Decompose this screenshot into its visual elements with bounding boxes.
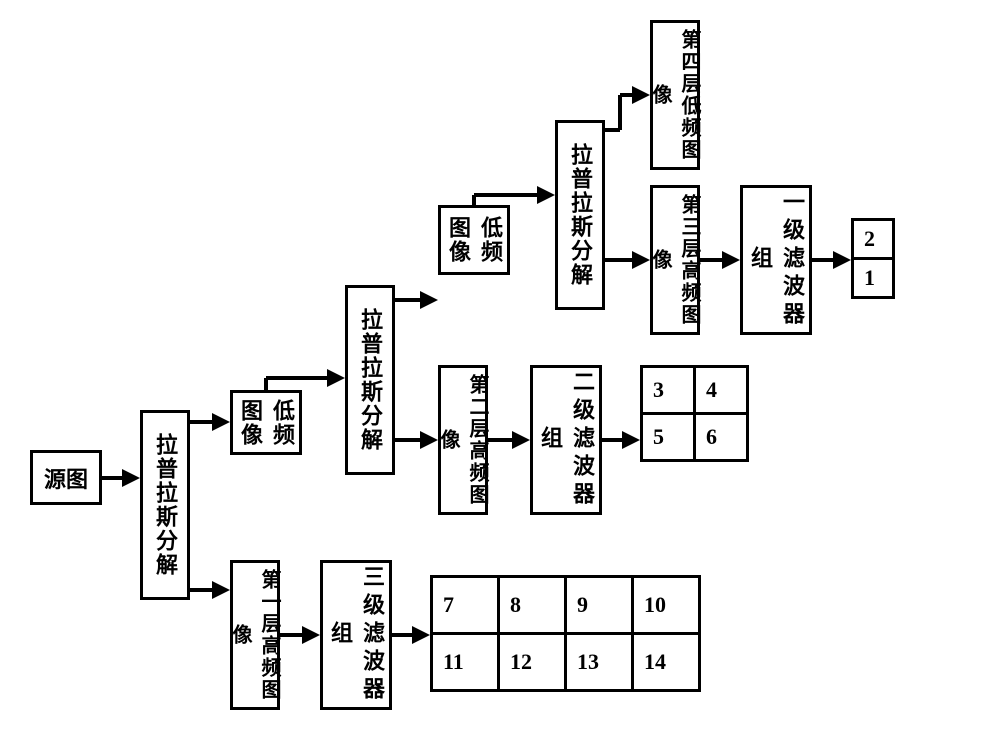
grid-cell: 12 — [497, 632, 567, 692]
node-source: 源图 — [30, 450, 102, 505]
node-label: 第四层低频图像 — [646, 23, 704, 167]
grid-cell: 6 — [693, 412, 749, 462]
grid-cell: 5 — [640, 412, 696, 462]
grid-cell: 10 — [631, 575, 701, 635]
grid-cell: 11 — [430, 632, 500, 692]
grid-cell: 3 — [640, 365, 696, 415]
grid-cell: 8 — [497, 575, 567, 635]
grid-cell: 4 — [693, 365, 749, 415]
node-label: 二级滤波器组 — [534, 368, 598, 512]
grid-cell: 14 — [631, 632, 701, 692]
grid-cell: 2 — [851, 218, 895, 260]
node-label: 一级滤波器组 — [744, 188, 808, 332]
node-label: 低频图像 — [234, 393, 298, 452]
node-filter1: 一级滤波器组 — [740, 185, 812, 335]
node-lap2: 拉普拉斯分解 — [345, 285, 395, 475]
grid-cell: 7 — [430, 575, 500, 635]
diagram-canvas: 源图拉普拉斯分解低频图像第一层高频图像拉普拉斯分解三级滤波器组低频图像第二层高频… — [0, 0, 1000, 737]
node-label: 拉普拉斯分解 — [564, 143, 596, 287]
node-label: 低频图像 — [442, 208, 506, 272]
node-low2: 低频图像 — [438, 205, 510, 275]
node-lap3: 拉普拉斯分解 — [555, 120, 605, 310]
node-label: 源图 — [44, 462, 88, 494]
node-hi1: 第一层高频图像 — [230, 560, 280, 710]
node-filter2: 二级滤波器组 — [530, 365, 602, 515]
node-low4: 第四层低频图像 — [650, 20, 700, 170]
node-label: 第二层高频图像 — [434, 368, 492, 512]
node-hi3: 第三层高频图像 — [650, 185, 700, 335]
grid-cell: 1 — [851, 257, 895, 299]
node-label: 第一层高频图像 — [226, 563, 284, 707]
node-low1: 低频图像 — [230, 390, 302, 455]
node-label: 第三层高频图像 — [646, 188, 704, 332]
grid-cell: 13 — [564, 632, 634, 692]
node-hi2: 第二层高频图像 — [438, 365, 488, 515]
node-label: 三级滤波器组 — [324, 563, 388, 707]
node-lap1: 拉普拉斯分解 — [140, 410, 190, 600]
node-filter3: 三级滤波器组 — [320, 560, 392, 710]
grid-cell: 9 — [564, 575, 634, 635]
node-label: 拉普拉斯分解 — [149, 433, 181, 577]
node-label: 拉普拉斯分解 — [354, 308, 386, 452]
